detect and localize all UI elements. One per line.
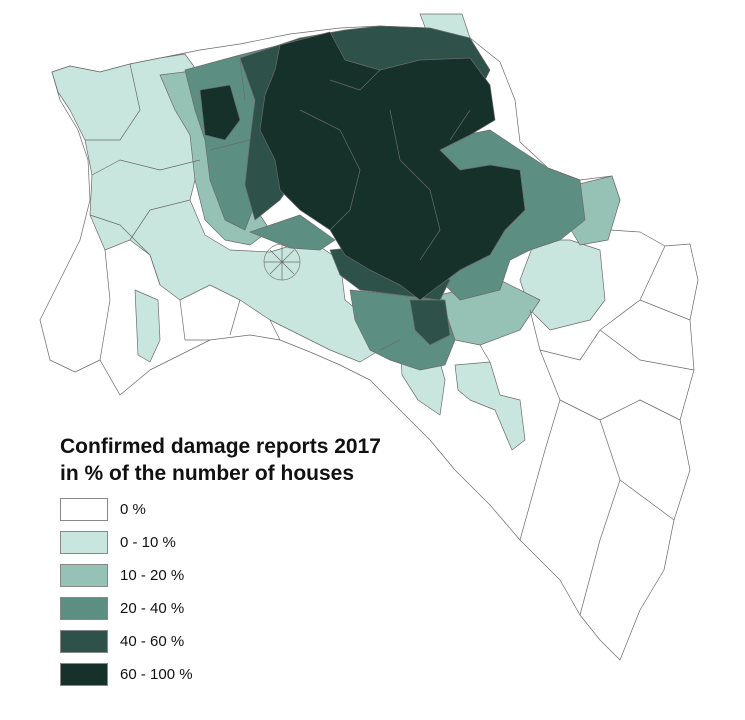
legend-label: 40 - 60 % — [120, 633, 185, 650]
legend-item: 10 - 20 % — [60, 563, 381, 588]
zone-20-40 — [249, 214, 336, 251]
legend-label: 20 - 40 % — [120, 600, 185, 617]
zone-40-60 — [409, 299, 451, 346]
legend-swatch — [60, 597, 108, 620]
zone-0-10 — [134, 289, 161, 363]
legend-label: 0 - 10 % — [120, 534, 176, 551]
legend-swatch — [60, 531, 108, 554]
legend-title-line1: Confirmed damage reports 2017 — [60, 435, 381, 458]
legend-swatch — [60, 498, 108, 521]
legend-title-line2: in % of the number of houses — [60, 462, 355, 485]
legend-item: 0 % — [60, 497, 381, 522]
legend-item: 40 - 60 % — [60, 629, 381, 654]
legend-item: 60 - 100 % — [60, 662, 381, 687]
legend-swatch — [60, 564, 108, 587]
zone-0-10 — [454, 361, 526, 451]
legend-swatch — [60, 663, 108, 686]
boundary-lines — [85, 59, 695, 616]
map-legend: Confirmed damage reports 2017 in % of th… — [60, 433, 381, 695]
legend-label: 0 % — [120, 501, 146, 518]
legend-title: Confirmed damage reports 2017 in % of th… — [60, 433, 381, 487]
legend-item: 0 - 10 % — [60, 530, 381, 555]
zone-60-100 — [199, 84, 241, 141]
legend-item: 20 - 40 % — [60, 596, 381, 621]
zone-60-100 — [259, 31, 526, 301]
legend-label: 60 - 100 % — [120, 666, 193, 683]
legend-label: 10 - 20 % — [120, 567, 185, 584]
legend-swatch — [60, 630, 108, 653]
